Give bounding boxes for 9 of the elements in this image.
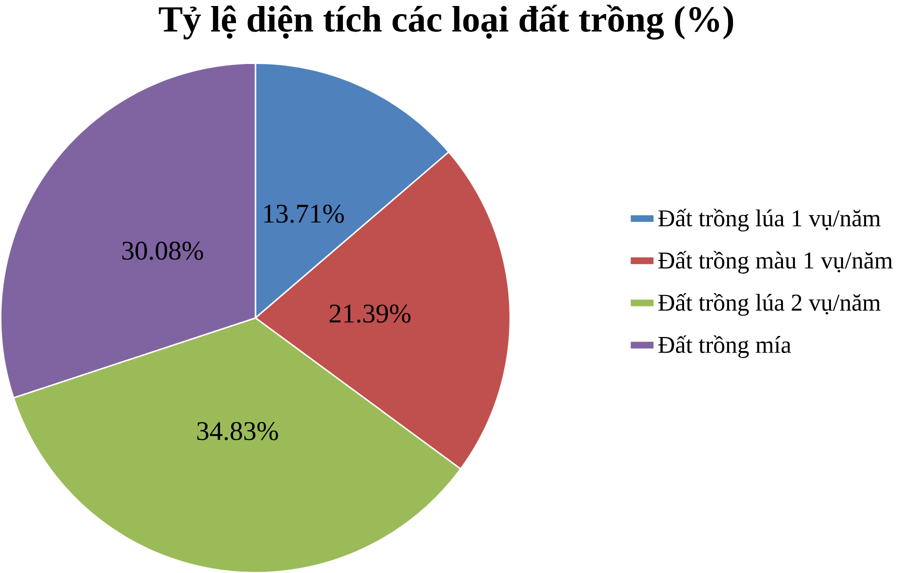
- data-label: 30.08%: [122, 241, 204, 260]
- legend-label: Đất trồng lúa 1 vụ/năm: [658, 208, 881, 232]
- data-label: 34.83%: [197, 422, 278, 440]
- legend-label: Đất trồng màu 1 vụ/năm: [658, 250, 893, 274]
- data-label: 21.39%: [330, 304, 411, 323]
- data-label: 13.71%: [264, 204, 344, 223]
- legend-label: Đất trồng lúa 2 vụ/năm: [658, 292, 881, 316]
- legend-label: Đất trồng mía: [658, 335, 792, 358]
- chart-title: Tỷ lệ diện tích các loại đất trồng (%): [158, 4, 734, 40]
